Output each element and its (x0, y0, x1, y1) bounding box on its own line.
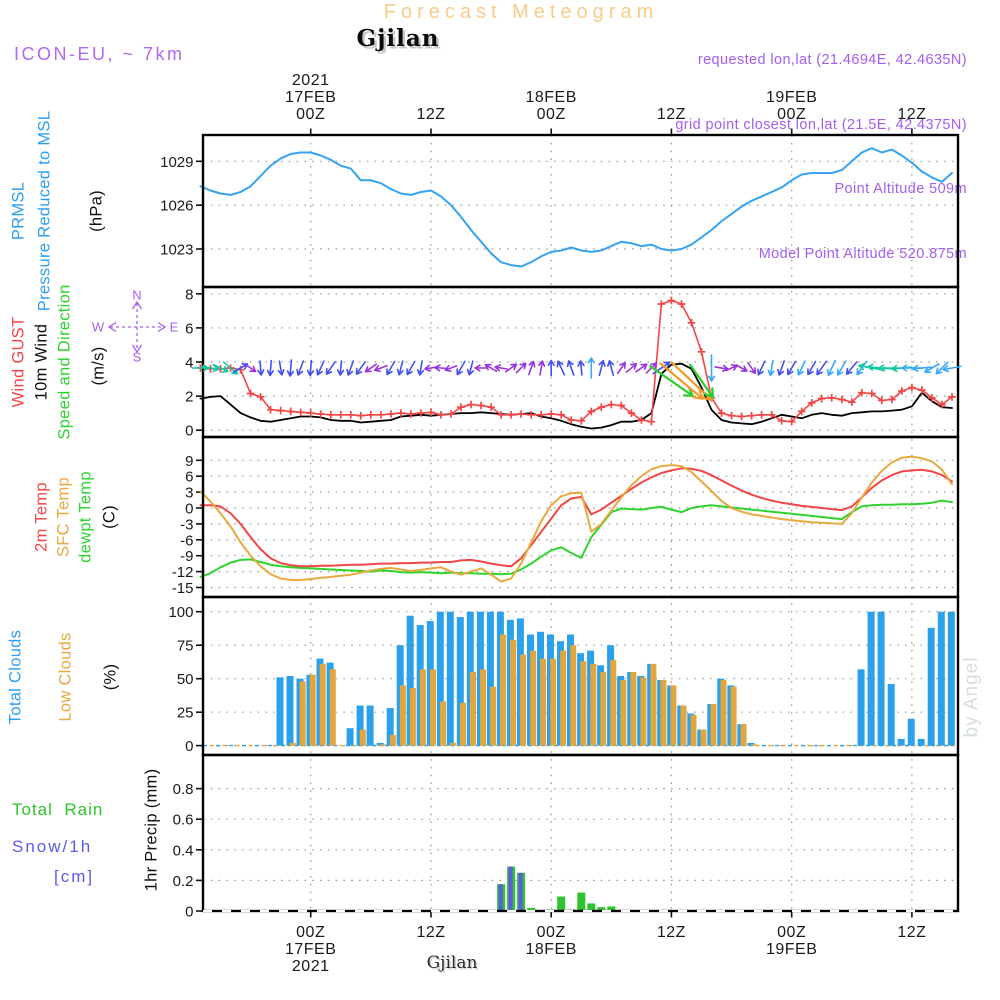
precip-snow-label: Snow/1h (12, 837, 93, 856)
svg-text:18FEB: 18FEB (525, 89, 576, 106)
svg-text:17FEB: 17FEB (285, 941, 336, 958)
panel-borders (201, 133, 960, 913)
svg-text:9: 9 (185, 453, 193, 470)
clouds-total-label: Total Clouds (6, 629, 25, 725)
temp-2m-label: 2m Temp (32, 482, 51, 552)
svg-text:50: 50 (177, 671, 194, 688)
temperature-series (199, 455, 953, 583)
model-label: ICON-EU, ~ 7km (14, 44, 185, 64)
wind-10m-label: 10m Wind (32, 323, 51, 401)
precip-rain-label: Total Rain (12, 800, 104, 819)
svg-text:00Z: 00Z (537, 924, 566, 941)
wind-series (196, 296, 956, 430)
svg-text:1023: 1023 (160, 242, 193, 259)
svg-text:12Z: 12Z (657, 106, 686, 123)
pressure-series (199, 147, 953, 268)
svg-text:00Z: 00Z (296, 924, 325, 941)
temp-dewpt-label: dewpt Temp (76, 471, 95, 563)
precip-bars (497, 866, 616, 911)
svg-text:12Z: 12Z (897, 106, 926, 123)
svg-text:0: 0 (185, 904, 193, 921)
svg-text:0: 0 (185, 738, 193, 755)
svg-text:0: 0 (185, 501, 193, 518)
svg-text:3: 3 (185, 485, 193, 502)
pressure-label-long: Pressure Reduced to MSL (35, 110, 54, 312)
svg-text:6: 6 (185, 469, 193, 486)
wind-speed-dir-label: Speed and Direction (55, 284, 74, 440)
meta-requested: requested lon,lat (21.4694E, 42.4635N) (697, 52, 967, 68)
svg-text:12Z: 12Z (416, 924, 445, 941)
svg-text:18FEB: 18FEB (525, 941, 576, 958)
svg-text:12Z: 12Z (416, 106, 445, 123)
svg-text:12Z: 12Z (657, 924, 686, 941)
svg-text:-12: -12 (172, 564, 194, 581)
clouds-unit-label: (%) (101, 663, 120, 691)
svg-text:00Z: 00Z (296, 106, 325, 123)
svg-text:0.6: 0.6 (173, 812, 194, 829)
svg-text:6: 6 (185, 320, 193, 337)
svg-text:2: 2 (185, 389, 193, 406)
time-axis-labels: 202117FEB00Z00Z17FEB202112Z12Z18FEB00Z00… (285, 72, 926, 975)
meta-grid-point: grid point closest lon,lat (21.5E, 42.43… (675, 116, 967, 133)
svg-text:2021: 2021 (292, 72, 330, 89)
pressure-label-prmsl: PRMSL (9, 181, 28, 241)
svg-text:75: 75 (177, 638, 194, 655)
svg-text:100: 100 (168, 604, 193, 621)
footer-station-label: Gjilan (426, 953, 478, 973)
svg-text:-3: -3 (180, 516, 193, 533)
svg-text:00Z: 00Z (777, 924, 806, 941)
svg-text:2021: 2021 (292, 958, 330, 975)
compass-west-label: W (91, 319, 105, 335)
cloud-bars (276, 611, 955, 746)
pressure-unit-label: (hPa) (87, 190, 106, 232)
svg-text:0.4: 0.4 (173, 842, 194, 859)
watermark: by Angel (961, 656, 982, 738)
svg-text:4: 4 (185, 355, 193, 372)
svg-text:25: 25 (177, 705, 194, 722)
y-axis-gridlines-and-labels: 102310261029024689630-3-6-9-12-150255075… (160, 154, 958, 921)
svg-text:1026: 1026 (160, 198, 193, 215)
page-title: Forecast Meteogram (383, 1, 659, 23)
svg-text:1029: 1029 (160, 154, 193, 171)
svg-text:0.8: 0.8 (173, 781, 194, 798)
svg-text:12Z: 12Z (897, 924, 926, 941)
clouds-low-label: Low Clouds (56, 632, 75, 722)
temp-sfc-label: SFC Temp (54, 476, 73, 558)
station-title: Gjilan (356, 25, 440, 52)
svg-text:-15: -15 (172, 580, 194, 597)
svg-text:-9: -9 (180, 548, 193, 565)
wind-direction-arrows (191, 354, 962, 401)
svg-text:19FEB: 19FEB (766, 941, 817, 958)
wind-gust-label: Wind GUST (9, 316, 28, 408)
svg-text:00Z: 00Z (537, 106, 566, 123)
compass-north-label: N (132, 287, 142, 303)
precip-axis-label: 1hr Precip (mm) (142, 768, 161, 892)
wind-unit-label: (m/s) (89, 346, 108, 386)
precip-cm-label: [cm] (54, 867, 95, 886)
svg-text:00Z: 00Z (777, 106, 806, 123)
compass-icon (107, 300, 167, 354)
svg-text:-6: -6 (180, 532, 193, 549)
svg-text:8: 8 (185, 286, 193, 303)
svg-text:0: 0 (185, 423, 193, 440)
svg-text:0.2: 0.2 (173, 873, 194, 890)
svg-text:17FEB: 17FEB (285, 89, 336, 106)
compass-east-label: E (169, 319, 179, 335)
svg-text:19FEB: 19FEB (766, 89, 817, 106)
compass-south-label: S (132, 349, 142, 365)
temp-unit-label: (C) (100, 505, 119, 529)
